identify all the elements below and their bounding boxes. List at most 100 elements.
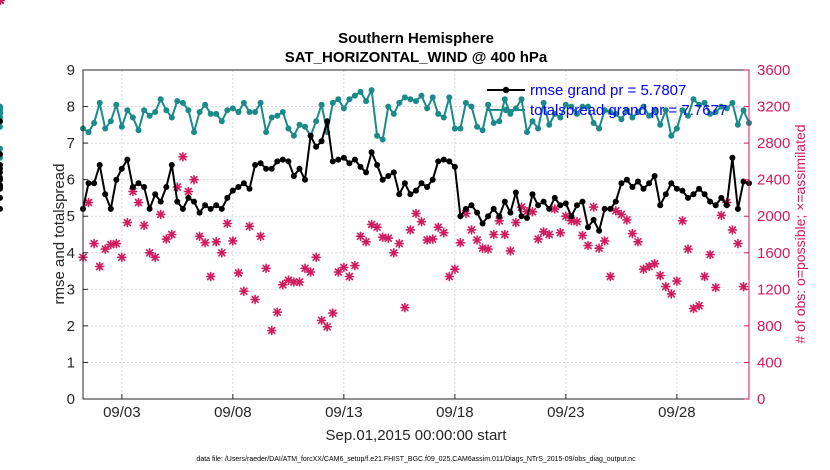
series-rmse-point — [146, 205, 153, 212]
series-rmse-point — [124, 156, 131, 163]
series-totalspread-point — [174, 98, 181, 105]
series-rmse-point — [413, 187, 419, 194]
series-totalspread-point — [257, 99, 264, 106]
obs-point — [217, 248, 227, 258]
obs-point-stroke — [190, 175, 198, 184]
obs-point-stroke — [467, 226, 476, 234]
series-rmse-point — [468, 202, 475, 209]
series-totalspread-point — [407, 96, 414, 103]
obs-point — [133, 197, 144, 208]
obs-point — [277, 279, 288, 290]
obs-point — [533, 234, 543, 244]
series-totalspread-point — [507, 110, 514, 117]
obs-point-stroke — [245, 222, 254, 231]
series-rmse-point — [479, 220, 486, 227]
obs-assimilated-series — [0, 0, 749, 336]
series-totalspread-point — [590, 120, 597, 126]
obs-point — [311, 252, 321, 263]
series-totalspread-point — [296, 121, 303, 128]
series-rmse-point — [496, 213, 503, 220]
obs-point — [572, 216, 582, 227]
series-rmse-point — [274, 158, 281, 165]
series-totalspread-point — [268, 114, 275, 121]
obs-point — [388, 248, 399, 258]
series-totalspread-point — [557, 114, 564, 121]
obs-point-stroke — [634, 238, 642, 246]
series-rmse-point — [557, 202, 564, 209]
obs-point-stroke — [284, 276, 293, 285]
obs-point — [733, 238, 743, 249]
obs-point — [455, 237, 466, 248]
series-rmse-point — [568, 213, 575, 220]
obs-point-stroke — [351, 261, 359, 270]
obs-point-stroke — [323, 322, 332, 331]
series-totalspread-point — [235, 109, 242, 115]
obs-point — [422, 235, 432, 245]
series-rmse-point — [246, 185, 253, 192]
series-rmse-point — [501, 198, 508, 205]
y-tick-label: 0 — [67, 391, 75, 408]
obs-point — [605, 271, 616, 282]
series-totalspread-point — [707, 110, 714, 117]
obs-point-stroke — [628, 229, 637, 238]
obs-point-stroke — [684, 245, 692, 253]
obs-point — [294, 277, 305, 287]
obs-point-stroke — [328, 309, 337, 317]
obs-point — [499, 229, 510, 240]
obs-point — [211, 237, 221, 247]
series-rmse-point — [429, 176, 436, 183]
series-totalspread-point — [635, 109, 641, 115]
x-tick-label: 09/28 — [658, 404, 696, 421]
obs-point — [438, 227, 449, 238]
series-totalspread-point — [618, 116, 625, 123]
obs-point — [344, 271, 355, 282]
obs-point — [327, 308, 338, 318]
obs-point-stroke — [739, 282, 748, 291]
obs-point — [150, 252, 160, 263]
x-tick-label: 09/18 — [436, 404, 474, 421]
series-totalspread-point — [601, 107, 608, 114]
series-totalspread-point — [196, 109, 203, 115]
series-rmse-point — [224, 194, 231, 201]
series-totalspread-point — [418, 92, 425, 99]
obs-point — [205, 271, 216, 282]
obs-point-stroke — [495, 217, 504, 225]
obs-point-stroke — [134, 198, 143, 207]
series-rmse-point — [213, 202, 220, 209]
series-rmse-point — [340, 154, 347, 161]
obs-point-stroke — [212, 238, 220, 246]
obs-point — [405, 225, 416, 235]
series-totalspread-point — [485, 101, 492, 108]
series-rmse-point — [207, 205, 214, 212]
obs-point-stroke — [706, 250, 714, 259]
series-rmse-point — [407, 191, 414, 198]
series-totalspread-point — [302, 123, 308, 130]
obs-point — [372, 222, 382, 232]
obs-point-stroke — [606, 272, 615, 281]
series-rmse-point — [607, 205, 614, 212]
obs-point — [233, 268, 244, 278]
obs-point-stroke — [140, 221, 148, 230]
obs-point — [527, 206, 538, 217]
series-rmse-point — [0, 185, 3, 192]
obs-point — [250, 294, 260, 305]
series-rmse-point — [729, 154, 736, 161]
series-totalspread-point — [546, 121, 553, 128]
obs-point-stroke — [95, 262, 104, 271]
series-totalspread-point — [274, 112, 281, 119]
series-rmse-point — [302, 176, 308, 183]
obs-point — [183, 186, 194, 197]
y2-tick-label: 1600 — [757, 245, 790, 262]
obs-point — [610, 205, 621, 216]
obs-point — [427, 234, 438, 244]
obs-point-stroke — [600, 237, 609, 245]
series-rmse-point — [507, 209, 514, 216]
series-rmse-point — [307, 132, 314, 139]
series-totalspread-point — [623, 107, 630, 114]
obs-point-stroke — [240, 287, 248, 296]
obs-point — [322, 321, 333, 332]
series-totalspread-point — [146, 112, 153, 119]
series-rmse-point — [0, 194, 3, 201]
legend-rmse-marker — [502, 86, 510, 94]
